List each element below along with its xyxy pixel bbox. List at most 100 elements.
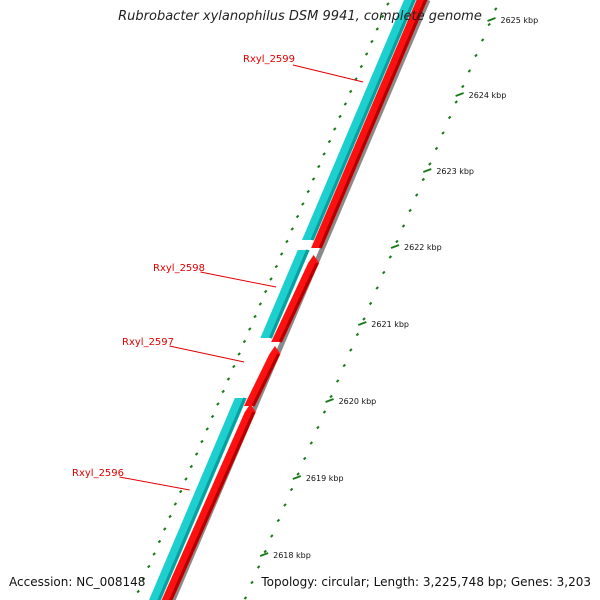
gene-label-rxyl-2598: Rxyl_2598 — [153, 263, 205, 274]
outer-ruler-tick — [487, 22, 491, 27]
ruler-major-ticks: 2625 kbp 2624 kbp 2623 kbp 2622 kbp 2621 kbp… — [259, 16, 538, 560]
gene-leader-line — [169, 345, 245, 363]
inner-ruler-tick — [370, 39, 374, 44]
inner-ruler-tick — [136, 589, 140, 594]
inner-ruler-tick — [269, 277, 273, 281]
gene-label-rxyl-2597: Rxyl_2597 — [122, 337, 174, 348]
genome-summary-text: Topology: circular; Length: 3,225,748 bp… — [261, 575, 591, 589]
outer-ruler-tick — [309, 441, 314, 445]
major-tick — [390, 244, 400, 249]
outer-ruler-tick — [349, 348, 353, 352]
ruler-minor-ticks — [136, 2, 498, 600]
inner-ruler-tick — [200, 439, 204, 444]
gene-leader-line — [200, 271, 277, 288]
outer-ruler-tick — [256, 565, 261, 569]
inner-ruler-tick — [364, 52, 369, 56]
cds-segment-1-shade — [310, 0, 416, 241]
inner-ruler-tick — [348, 89, 353, 94]
outer-ruler-tick — [408, 208, 412, 213]
inner-ruler-tick — [338, 114, 342, 119]
inner-ruler-tick — [317, 164, 321, 169]
inner-ruler-tick — [295, 214, 300, 219]
inner-ruler-tick — [386, 2, 390, 6]
inner-ruler-tick — [163, 527, 167, 531]
inner-ruler-tick — [141, 577, 146, 581]
cds-segment-3-shade — [157, 397, 247, 600]
gene-label-rxyl-2599: Rxyl_2599 — [243, 54, 295, 65]
map-title: Rubrobacter xylanophilus DSM 9941, compl… — [118, 9, 482, 24]
inner-ruler-tick — [189, 464, 194, 469]
major-tick — [455, 92, 464, 97]
inner-ruler-tick — [253, 314, 257, 319]
inner-ruler-tick — [359, 64, 364, 69]
inner-ruler-tick — [274, 264, 279, 269]
inner-ruler-tick — [248, 327, 252, 331]
outer-ruler-tick — [401, 224, 406, 228]
outer-ruler-tick — [474, 53, 478, 58]
outer-ruler-tick — [296, 472, 300, 476]
inner-ruler-tick — [226, 377, 231, 381]
tick-label: 2618 kbp — [273, 551, 311, 560]
outer-ruler-tick — [461, 84, 465, 89]
outer-ruler-tick — [250, 580, 254, 585]
inner-ruler-tick — [327, 139, 332, 144]
outer-ruler-tick — [303, 456, 307, 461]
inner-ruler-tick — [216, 402, 220, 406]
outer-ruler-tick — [414, 193, 419, 197]
tick-label: 2622 kbp — [404, 243, 442, 252]
inner-ruler-tick — [184, 477, 188, 481]
outer-ruler-tick — [335, 379, 340, 383]
major-tick — [422, 168, 432, 173]
inner-ruler-tick — [311, 177, 316, 181]
inner-ruler-tick — [301, 202, 305, 206]
tick-label: 2621 kbp — [371, 320, 409, 329]
tick-label: 2619 kbp — [306, 474, 344, 483]
outer-ruler-tick — [362, 317, 366, 321]
outer-ruler-tick — [322, 410, 327, 414]
outer-ruler-tick — [421, 177, 425, 182]
inner-ruler-tick — [375, 27, 379, 31]
outer-ruler-tick — [355, 332, 360, 337]
outer-ruler-tick — [428, 162, 432, 166]
inner-ruler-tick — [168, 514, 172, 519]
inner-ruler-tick — [242, 339, 247, 344]
major-tick — [487, 17, 496, 22]
gene-segment-1-shade — [318, 0, 428, 249]
inner-ruler-tick — [343, 102, 348, 106]
feature-tracks — [149, 0, 431, 600]
gene-leader-line — [119, 476, 190, 491]
cds-segment-2-shade — [268, 249, 310, 339]
inner-ruler-tick — [290, 227, 294, 231]
major-tick — [325, 398, 334, 403]
inner-ruler-tick — [237, 352, 241, 356]
inner-ruler-tick — [333, 127, 337, 131]
gene-label-rxyl-2596: Rxyl_2596 — [72, 468, 124, 479]
inner-ruler-tick — [147, 564, 151, 569]
major-tick — [259, 552, 269, 557]
outer-ruler-tick — [480, 38, 485, 42]
outer-ruler-tick — [395, 239, 399, 244]
inner-ruler-tick — [380, 14, 385, 19]
inner-ruler-tick — [173, 502, 178, 506]
outer-ruler-tick — [447, 115, 452, 120]
outer-ruler-tick — [434, 146, 439, 151]
outer-ruler-tick — [276, 518, 281, 523]
inner-ruler-tick — [322, 152, 326, 156]
outer-ruler-tick — [329, 394, 333, 399]
outer-ruler-tick — [270, 534, 274, 538]
outer-ruler-tick — [375, 286, 379, 290]
outer-ruler-tick — [388, 255, 393, 259]
outer-ruler-tick — [316, 425, 320, 430]
inner-ruler-tick — [232, 364, 236, 369]
outer-ruler-tick — [467, 69, 472, 73]
outer-ruler-tick — [368, 301, 373, 306]
gene-leader-line — [292, 64, 364, 83]
accession-text: Accession: NC_008148 — [9, 575, 146, 589]
outer-ruler-tick — [243, 596, 248, 600]
gene-segment-2-shade — [278, 262, 319, 343]
inner-ruler-tick — [157, 539, 162, 544]
tick-label: 2620 kbp — [339, 397, 377, 406]
inner-ruler-tick — [306, 189, 310, 194]
